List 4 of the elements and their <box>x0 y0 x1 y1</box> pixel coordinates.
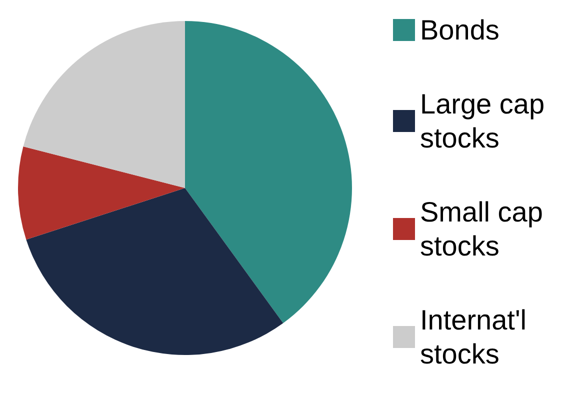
legend-label: Bonds <box>420 14 500 46</box>
legend-label: Internat'l stocks <box>420 304 534 370</box>
legend-label: Small cap stocks <box>420 196 551 262</box>
legend-label: Large cap stocks <box>420 88 552 154</box>
